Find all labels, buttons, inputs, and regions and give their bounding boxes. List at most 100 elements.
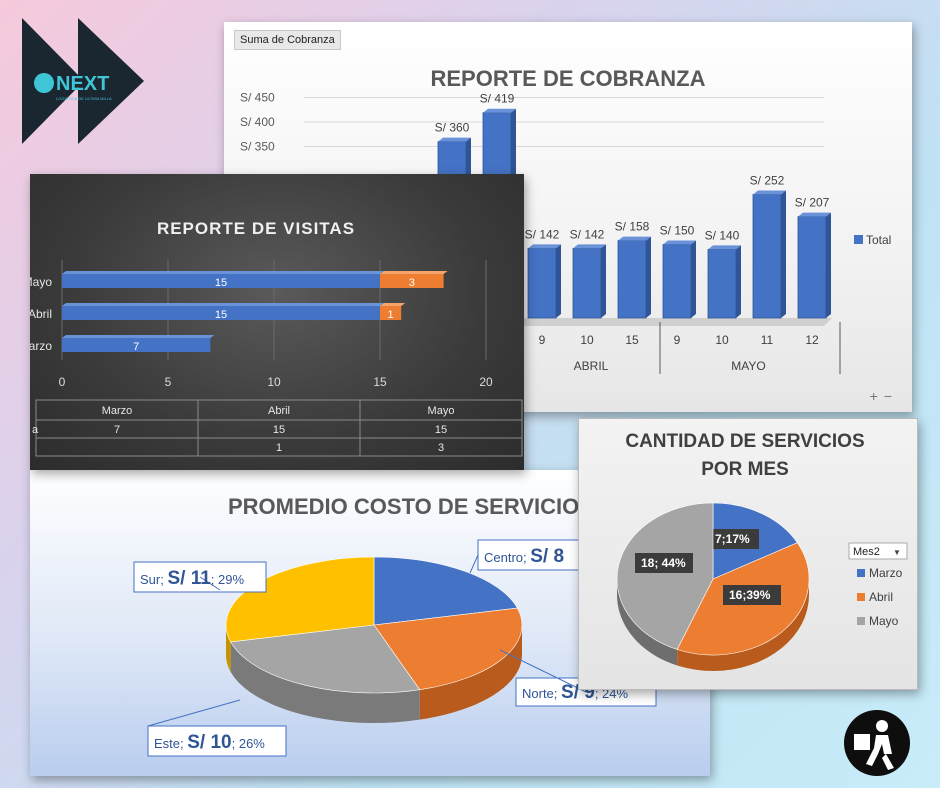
pie-slice-side (419, 625, 522, 720)
bar (527, 248, 557, 319)
bar-top (380, 271, 448, 274)
legend-swatch (854, 235, 863, 244)
chart-title-line2: POR MES (701, 459, 789, 480)
callout-name: Centro; (484, 550, 530, 565)
legend-label: Total (866, 233, 891, 247)
pie-slice-side (230, 641, 420, 723)
pie-slice-side (617, 579, 678, 666)
plus-button[interactable]: + (869, 388, 884, 404)
x-tick-label: 10 (267, 375, 281, 389)
chart-zoom-controls[interactable]: +− (870, 388, 898, 404)
data-label: S/ 142 (525, 227, 560, 241)
bar-side (826, 212, 831, 318)
bar (380, 306, 402, 320)
legend-swatch (857, 617, 865, 625)
y-tick-label: Mayo (30, 275, 52, 289)
next-logo: NEXT LOGISTICA DE ULTIMA MILLA (22, 18, 144, 144)
data-label: 1 (388, 309, 394, 321)
data-label-box (635, 553, 693, 573)
bar (662, 244, 692, 319)
table-cell: 7 (114, 424, 120, 436)
brand-tagline: LOGISTICA DE ULTIMA MILLA (56, 96, 112, 101)
x-tick-label: 20 (479, 375, 493, 389)
x-tick-label: 15 (625, 333, 639, 347)
callout-pointer (147, 699, 241, 727)
data-table (35, 399, 523, 457)
bar-top (438, 137, 471, 142)
bar (572, 248, 602, 319)
bar (797, 216, 827, 319)
data-label: S/ 419 (480, 92, 515, 106)
callout-value: S/ 11 (167, 568, 211, 589)
visitas-chart-panel: REPORTE DE VISITAS 0 5 10 15 20 Mayo 15 3 Abril 15… (30, 174, 524, 470)
bar (752, 194, 782, 319)
bar (707, 248, 737, 319)
group-label: ABRIL (574, 359, 609, 373)
x-tick-label: 10 (580, 333, 594, 347)
bar-side (556, 244, 561, 318)
callout-box (147, 725, 287, 757)
pie-slice (616, 502, 714, 650)
bar-side (601, 244, 606, 318)
x-tick-label: 9 (539, 333, 546, 347)
x-tick-label: 12 (805, 333, 819, 347)
legend-filter-dropdown (848, 542, 908, 560)
bar (380, 274, 444, 288)
legend-label: Abril (869, 590, 893, 604)
bar-side (736, 245, 741, 318)
callout-label: Este; S/ 10; 26% (154, 732, 265, 753)
legend-title: Mes2 (853, 546, 880, 558)
table-header: Abril (268, 405, 290, 417)
pie-slice-side (677, 579, 809, 671)
data-label: S/ 142 (570, 227, 605, 241)
data-label: S/ 150 (660, 224, 695, 238)
pie-slice (230, 624, 421, 694)
bar-top (663, 240, 696, 245)
bar-top (62, 271, 384, 274)
data-label: S/ 140 (705, 228, 740, 242)
bar (62, 306, 380, 320)
data-label-box (709, 529, 759, 549)
bar-top (753, 190, 786, 195)
bar (617, 240, 647, 319)
table-cell: 15 (435, 424, 447, 436)
y-tick-label: S/ 400 (240, 115, 275, 129)
bar (62, 274, 380, 288)
x-tick-label: 5 (165, 375, 172, 389)
pie-slice (373, 607, 523, 690)
y-tick-label: S/ 350 (240, 140, 275, 154)
callout-name: Sur; (140, 572, 167, 587)
legend-swatch (857, 569, 865, 577)
pivot-field-button[interactable]: Suma de Cobranza (234, 30, 341, 50)
data-label: S/ 360 (435, 121, 470, 135)
data-label: 18; 44% (641, 556, 686, 570)
x-tick-label: 15 (373, 375, 387, 389)
bar-top (708, 245, 741, 250)
x-tick-label: 11 (761, 333, 774, 347)
table-cell: 1 (276, 442, 282, 454)
callout-name: Norte; (522, 686, 561, 701)
minus-button[interactable]: − (883, 388, 898, 404)
callout-label: Centro; S/ 8 (484, 546, 564, 567)
chart-title-line1: CANTIDAD DE SERVICIOS (625, 431, 864, 452)
chart-title: REPORTE DE VISITAS (157, 219, 355, 238)
table-row-label: a (32, 424, 39, 436)
bar-top (483, 108, 516, 113)
data-label: S/ 158 (615, 220, 650, 234)
legend-label: Mayo (869, 614, 899, 628)
bar-top (62, 303, 384, 306)
table-header: Marzo (102, 405, 133, 417)
callout-percent: ; 26% (232, 736, 266, 751)
bar-top (798, 212, 831, 217)
chevron-down-icon: ▼ (893, 548, 901, 557)
brand-name: NEXT (56, 73, 109, 95)
table-cell: 3 (438, 442, 444, 454)
chart-title: PROMEDIO COSTO DE SERVICIO (228, 494, 579, 519)
x-tick-label: 0 (59, 375, 66, 389)
data-label: 7;17% (715, 532, 750, 546)
bar-side (781, 190, 786, 318)
bar-top (618, 236, 651, 241)
callout-value: S/ 8 (530, 546, 564, 567)
table-cell: 15 (273, 424, 285, 436)
callout-name: Este; (154, 736, 187, 751)
